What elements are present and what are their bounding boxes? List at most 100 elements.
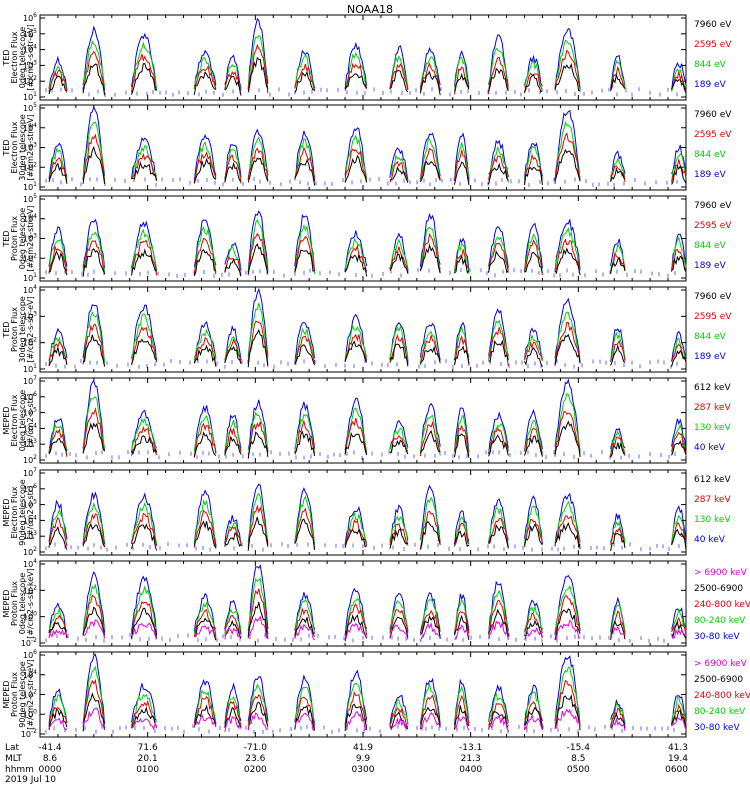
series-trace xyxy=(48,692,687,732)
y-axis-label-line: MEPED xyxy=(2,681,11,709)
y-tick-label: 102 xyxy=(23,546,37,557)
chart-title: NOAA18 xyxy=(347,3,393,16)
series-trace xyxy=(48,120,687,183)
x-tick-hhmm: 0000 xyxy=(39,765,62,775)
y-tick-label: 103 xyxy=(23,530,37,541)
legend-entry: 2595 eV xyxy=(694,130,732,140)
y-tick-label: 102 xyxy=(23,252,37,263)
y-axis-label-line: 90deg telescope xyxy=(18,479,27,546)
y-tick-label: 101 xyxy=(23,181,37,192)
legend-entry: 240-800 keV xyxy=(694,691,750,701)
x-tick-hhmm: 0100 xyxy=(136,765,159,775)
y-axis-label-line: 30deg telescope xyxy=(18,114,27,181)
series-trace xyxy=(48,707,687,733)
series-trace xyxy=(48,653,687,726)
y-tick-label: 101 xyxy=(23,363,37,374)
series-trace xyxy=(48,34,687,93)
y-axis-label-line: TED xyxy=(2,230,11,247)
legend-entry: 844 eV xyxy=(694,150,727,160)
y-tick-label: 103 xyxy=(23,233,37,244)
y-tick-label: 104 xyxy=(23,213,37,224)
legend-entry: 80-240 keV xyxy=(694,707,746,717)
y-tick-label: 101 xyxy=(23,272,37,283)
y-tick-label: 107 xyxy=(23,375,37,386)
x-tick-hhmm: 0300 xyxy=(352,765,375,775)
y-axis-label-line: [#/cm2-s-str-eV] xyxy=(26,205,35,271)
y-tick-label: 102 xyxy=(23,584,37,595)
y-tick-label: 104 xyxy=(23,558,37,569)
y-tick-label: 106 xyxy=(23,483,37,494)
legend-entry: > 6900 keV xyxy=(694,568,748,578)
y-tick-label: 104 xyxy=(23,44,37,55)
legend-entry: 80-240 keV xyxy=(694,616,746,626)
x-row-label: MLT xyxy=(5,754,23,764)
legend-entry: 844 eV xyxy=(694,241,727,251)
y-tick-label: 102 xyxy=(23,689,37,700)
x-tick-lat: -71.0 xyxy=(244,743,268,753)
legend-entry: 287 keV xyxy=(694,403,731,413)
noise-floor xyxy=(45,724,675,734)
series-trace xyxy=(48,17,687,91)
series-trace xyxy=(48,407,687,458)
y-tick-label: 106 xyxy=(23,391,37,402)
series-trace xyxy=(48,393,687,456)
panel-8: 10-2 100 102 104 106 MEPED Proton Flux 90deg te… xyxy=(2,649,750,739)
x-tick-lat: 41.9 xyxy=(353,743,373,753)
y-axis-label-line: MEPED xyxy=(2,499,11,527)
panel-2: 101 102 103 104 105 TED Electron Flux 30deg tel… xyxy=(2,102,732,192)
y-tick-label: 103 xyxy=(23,59,37,70)
x-tick-mlt: 20.1 xyxy=(138,754,158,764)
legend-entry: 40 keV xyxy=(694,443,726,453)
panel-5: 102 103 104 105 106 107 MEPED Electron Flux 0deg… xyxy=(2,375,731,465)
series-trace xyxy=(48,577,687,637)
y-tick-label: 10-2 xyxy=(21,728,37,739)
legend-entry: 612 keV xyxy=(694,475,731,485)
y-tick-label: 103 xyxy=(23,142,37,153)
y-tick-label: 100 xyxy=(23,708,37,719)
y-tick-label: 106 xyxy=(23,12,37,23)
x-tick-lat: -15.4 xyxy=(567,743,591,753)
series-trace xyxy=(48,145,687,186)
y-tick-label: 105 xyxy=(23,407,37,418)
y-tick-label: 107 xyxy=(23,467,37,478)
y-tick-label: 104 xyxy=(23,284,37,295)
noise-floor xyxy=(45,450,676,460)
y-tick-label: 103 xyxy=(23,438,37,449)
series-trace xyxy=(48,218,687,275)
legend-entry: 2595 eV xyxy=(694,312,732,322)
legend-entry: 2500-6900 xyxy=(694,675,743,685)
y-axis-label-line: [#/cm2-s-str] xyxy=(26,394,35,447)
y-tick-label: 10-2 xyxy=(21,637,37,648)
y-axis-label-line: Proton Flux xyxy=(10,216,19,261)
panel-3: 101 102 103 104 105 TED Proton Flux 0deg telesc… xyxy=(2,193,732,283)
legend-entry: 287 keV xyxy=(694,495,731,505)
legend-entry: 612 keV xyxy=(694,383,731,393)
y-axis-label-line: [#/cm2-s-str-eV] xyxy=(26,296,35,362)
series-trace xyxy=(48,328,687,368)
series-trace xyxy=(48,287,687,364)
legend-entry: 189 eV xyxy=(694,170,727,180)
legend-entry: 7960 eV xyxy=(694,201,732,211)
y-axis-label-line: TED xyxy=(2,139,11,156)
y-tick-label: 105 xyxy=(23,193,37,204)
series-trace xyxy=(48,678,687,730)
y-tick-label: 104 xyxy=(23,422,37,433)
series-trace xyxy=(48,588,687,639)
x-tick-lat: -41.4 xyxy=(38,743,62,753)
y-axis-label-line: 0deg telescope xyxy=(18,27,27,88)
y-tick-label: 101 xyxy=(23,91,37,102)
y-axis-label-line: Electron Flux xyxy=(10,394,19,446)
y-tick-label: 104 xyxy=(23,514,37,525)
series-trace xyxy=(48,320,687,367)
y-axis-label-line: [#/cm2-s-str-eV] xyxy=(26,114,35,180)
y-axis-label-line: [#/cm2-s-str-keV] xyxy=(26,568,35,639)
y-axis-label-line: 0deg telescope xyxy=(18,573,27,634)
x-tick-hhmm: 0400 xyxy=(459,765,482,775)
series-trace xyxy=(48,420,687,459)
series-trace xyxy=(48,516,687,551)
series-trace xyxy=(48,242,687,277)
legend-entry: > 6900 keV xyxy=(694,659,748,669)
y-axis-label-line: Electron Flux xyxy=(10,31,19,83)
